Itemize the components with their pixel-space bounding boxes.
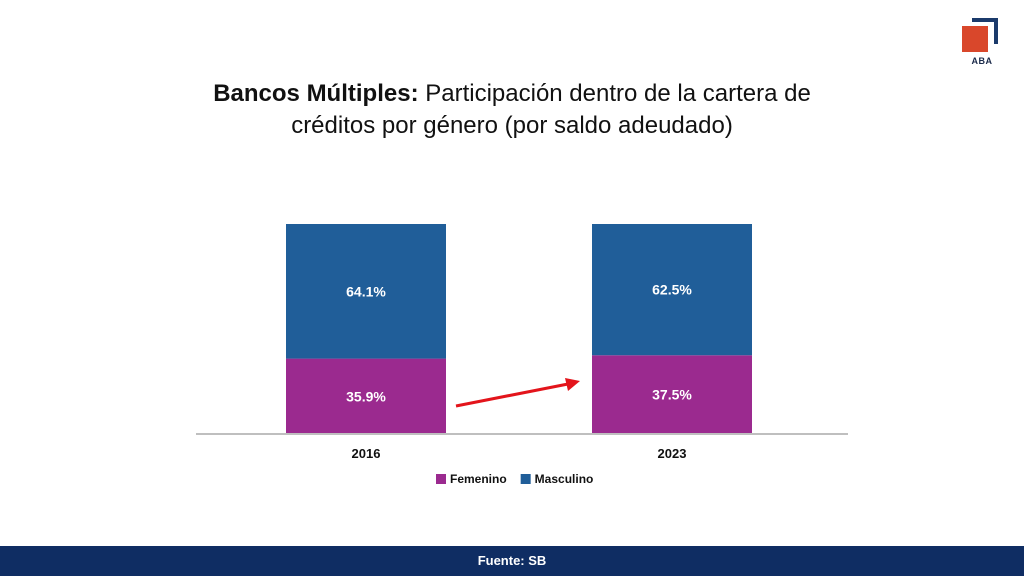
title-line-1-rest: Participación dentro de la cartera de: [425, 80, 811, 107]
legend-swatch-femenino: [436, 474, 446, 484]
title-line-1: Bancos Múltiples: Participación dentro d…: [0, 78, 1024, 110]
logo-text: ABA: [971, 56, 993, 66]
bar-femenino-2016: [286, 358, 446, 434]
bar-femenino-2023: [592, 355, 752, 434]
aba-logo-mark: [962, 18, 998, 52]
aba-logo: ABA: [962, 16, 1002, 68]
logo-square: [962, 26, 988, 52]
source-footer: Fuente: SB: [0, 546, 1024, 576]
data-label-femenino-2023: 37.5%: [652, 387, 692, 403]
data-label-masculino-2016: 64.1%: [346, 283, 386, 299]
title-line-2: créditos por género (por saldo adeudado): [291, 112, 733, 139]
data-label-masculino-2023: 62.5%: [652, 282, 692, 298]
trend-arrow-head: [565, 378, 580, 391]
x-tick-label-2016: 2016: [352, 446, 381, 461]
logo-bracket: [972, 18, 998, 44]
x-tick-label-2023: 2023: [658, 446, 687, 461]
bar-masculino-2016: [286, 224, 446, 359]
chart-title: Bancos Múltiples: Participación dentro d…: [0, 78, 1024, 142]
legend-swatch-masculino: [520, 474, 531, 484]
legend-label-femenino: Femenino: [450, 472, 507, 486]
trend-arrow-shaft: [455, 382, 569, 408]
title-bold: Bancos Múltiples:: [213, 80, 419, 107]
stacked-bar-chart: 35.9% 64.1% 2016 37.5% 62.5% 2023 Femenino Masc…: [196, 224, 848, 486]
source-text: Fuente: SB: [477, 553, 547, 568]
legend-label-masculino: Masculino: [535, 472, 594, 486]
bar-masculino-2023: [592, 224, 752, 356]
data-label-femenino-2016: 35.9%: [346, 388, 386, 404]
